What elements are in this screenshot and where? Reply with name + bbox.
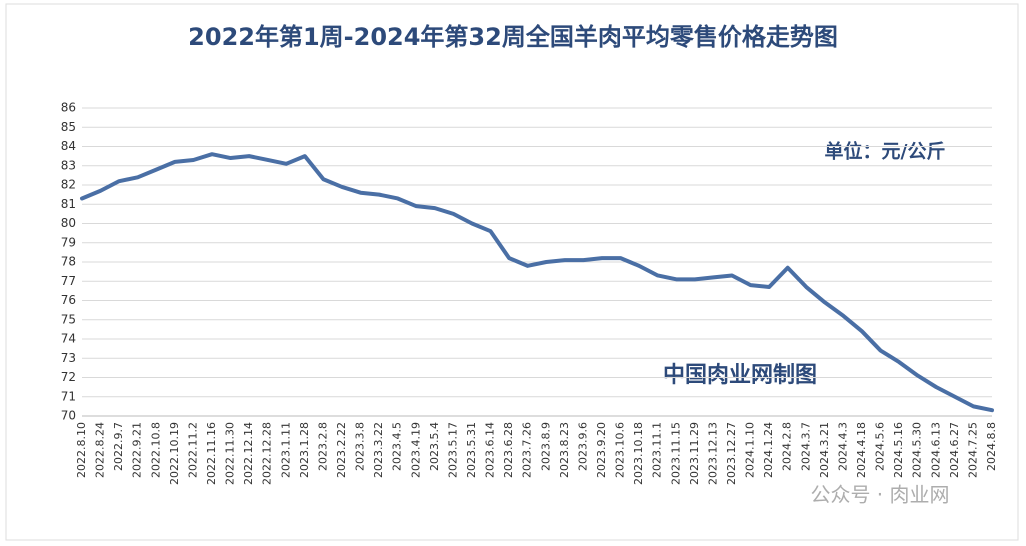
x-tick-label: 2024.6.13	[929, 422, 942, 478]
x-tick-label: 2023.5.4	[428, 422, 441, 471]
x-tick-label: 2022.8.24	[94, 422, 107, 478]
x-tick-label: 2023.5.17	[446, 422, 459, 478]
x-tick-label: 2022.8.10	[75, 422, 88, 478]
x-tick-label: 2024.4.3	[836, 422, 849, 471]
chart-title: 2022年第1周-2024年第32周全国羊肉平均零售价格走势图	[188, 23, 838, 51]
x-tick-label: 2022.9.21	[131, 422, 144, 478]
y-tick-label: 81	[61, 197, 76, 211]
x-tick-label: 2023.7.26	[521, 422, 534, 478]
x-tick-label: 2023.8.9	[539, 422, 552, 471]
y-tick-label: 70	[61, 409, 76, 423]
x-tick-label: 2024.1.10	[744, 422, 757, 478]
y-tick-label: 82	[61, 178, 76, 192]
y-tick-label: 78	[61, 255, 76, 269]
x-tick-label: 2024.4.18	[855, 422, 868, 478]
y-tick-label: 72	[61, 370, 76, 384]
x-tick-label: 2023.3.22	[372, 422, 385, 478]
x-tick-label: 2022.12.14	[242, 422, 255, 485]
y-tick-label: 77	[61, 274, 76, 288]
x-tick-label: 2023.2.8	[316, 422, 329, 471]
x-tick-label: 2024.3.7	[799, 422, 812, 471]
y-tick-label: 76	[61, 293, 76, 307]
x-tick-label: 2024.5.6	[874, 422, 887, 471]
x-tick-label: 2022.10.19	[168, 422, 181, 485]
x-tick-label: 2023.1.28	[298, 422, 311, 478]
x-tick-label: 2022.11.2	[186, 422, 199, 478]
x-tick-label: 2023.11.29	[688, 422, 701, 485]
x-tick-label: 2023.8.23	[558, 422, 571, 478]
x-tick-label: 2024.6.27	[948, 422, 961, 478]
x-tick-label: 2024.1.24	[762, 422, 775, 478]
x-tick-label: 2022.9.7	[112, 422, 125, 471]
y-tick-label: 86	[61, 101, 76, 115]
x-tick-label: 2024.2.8	[781, 422, 794, 471]
credit-note: 中国肉业网制图	[663, 363, 817, 388]
y-tick-label: 80	[61, 216, 76, 230]
x-tick-label: 2024.3.21	[818, 422, 831, 478]
y-tick-label: 83	[61, 158, 76, 172]
line	[80, 152, 994, 413]
x-tick-label: 2022.11.30	[224, 422, 237, 485]
x-tick-label: 2023.12.27	[725, 422, 738, 485]
x-tick-label: 2023.4.19	[409, 422, 422, 478]
x-tick-label: 2022.12.28	[261, 422, 274, 485]
x-tick-label: 2023.4.5	[391, 422, 404, 471]
y-tick-label: 84	[61, 139, 76, 153]
y-tick-label: 71	[61, 389, 76, 403]
watermark: 公众号 · 肉业网	[810, 483, 949, 507]
y-tick-label: 79	[61, 235, 76, 249]
x-tick-label: 2024.5.30	[911, 422, 924, 478]
y-tick-label: 85	[61, 120, 76, 134]
x-tick-label: 2022.10.8	[149, 422, 162, 478]
y-tick-label: 73	[61, 351, 76, 365]
y-tick-label: 74	[61, 332, 76, 346]
x-tick-label: 2023.3.8	[354, 422, 367, 471]
x-tick-label: 2024.5.16	[892, 422, 905, 478]
x-tick-label: 2023.5.31	[465, 422, 478, 478]
x-tick-label: 2023.12.13	[706, 422, 719, 485]
unit-note: 单位：元/公斤	[825, 140, 946, 163]
frame	[5, 3, 1019, 541]
x-tick-label: 2023.10.18	[632, 422, 645, 485]
x-tick-label: 2023.10.6	[614, 422, 627, 478]
x-tick-label: 2023.11.15	[669, 422, 682, 485]
x-tick-label: 2023.6.14	[484, 422, 497, 478]
x-tick-label: 2024.8.8	[985, 422, 998, 471]
x-tick-label: 2023.9.20	[595, 422, 608, 478]
x-tick-label: 2024.7.25	[966, 422, 979, 478]
x-tick-label: 2023.6.28	[502, 422, 515, 478]
x-tick-label: 2023.1.11	[279, 422, 292, 478]
x-tick-label: 2023.9.6	[576, 422, 589, 471]
x-tick-label: 2023.2.22	[335, 422, 348, 478]
x-tick-label: 2023.11.1	[651, 422, 664, 478]
y-tick-label: 75	[61, 312, 76, 326]
x-tick-label: 2022.11.16	[205, 422, 218, 485]
